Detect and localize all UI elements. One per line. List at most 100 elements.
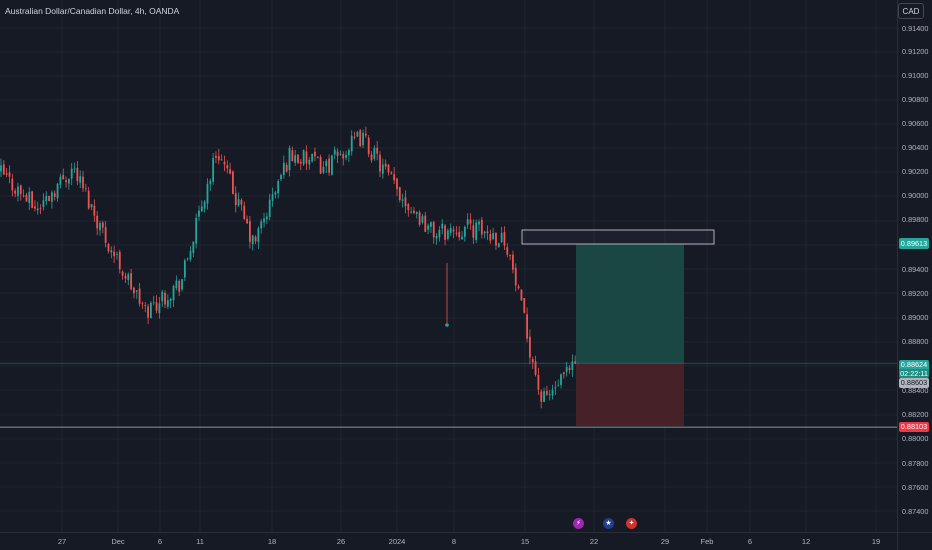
australia-flag-icon[interactable]: ★ [603,518,614,529]
candle-body [48,195,50,202]
candle-body [141,303,144,305]
candle-body [565,366,568,372]
candle-body [483,231,486,234]
candle-body [435,236,438,239]
candle-body [497,243,500,247]
candle-body [268,199,271,218]
candle-body [265,216,268,220]
time-axis-label: 22 [589,537,599,546]
candle-body [446,230,449,239]
candle-body [404,197,407,207]
candle-body [557,385,560,387]
candle-body [526,314,528,339]
candle-body [472,225,475,238]
candle-body [240,200,243,205]
time-axis-label: Feb [700,537,714,546]
candle-body [90,204,93,208]
candle-body [150,302,152,318]
lightning-event-icon[interactable]: ⚡ [573,518,584,529]
candle-body [529,336,531,358]
resistance-box [521,229,715,245]
candle-body [517,286,520,289]
candle-body [574,361,577,364]
candle-body [554,387,557,389]
candle-body [571,361,574,370]
candle-body [164,292,166,305]
candle-body [545,390,548,395]
price-axis-label: 0.90000 [902,191,929,200]
candle-body [489,233,492,241]
candle-body [367,137,370,155]
candle-body [407,204,410,210]
candle-body [461,236,463,240]
candle-body [322,166,325,173]
entry-price-tag: 0.89613 [899,238,929,249]
candle-body [458,232,461,238]
candle-body [14,190,17,194]
candle-body [562,372,565,374]
candle-body [155,302,158,311]
candle-body [418,212,421,225]
stop-zone [576,363,684,427]
candle-body [282,162,285,176]
candle-body [133,287,135,294]
candle-body [514,267,517,286]
candle-body [56,183,59,199]
candle-body [161,291,164,302]
price-axis-label: 0.89400 [902,265,929,274]
candle-body [495,233,497,246]
candle-body [415,211,418,214]
candle-body [548,394,551,396]
candle-countdown: 02:22:11 [899,369,929,378]
time-axis-label: 18 [267,537,277,546]
price-axis-label: 0.89800 [902,215,929,224]
candle-body [421,216,424,223]
currency-button[interactable]: CAD [898,3,924,19]
candle-body [183,260,186,278]
candle-body [373,147,376,159]
price-axis-label: 0.90600 [902,119,929,128]
candle-body [537,374,540,390]
candle-body [359,130,362,147]
candle-body [215,155,217,158]
candle-body [254,236,257,242]
candle-body [5,173,8,175]
candle-body [34,206,36,209]
price-axis-label: 0.88400 [902,386,929,395]
candle-body [42,200,45,208]
canada-flag-icon[interactable]: ✦ [626,518,637,529]
price-axis-label: 0.91200 [902,47,929,56]
candle-body [181,279,183,290]
candle-body [113,251,116,257]
candle-body [455,232,458,234]
candle-body [384,163,387,167]
candle-body [223,161,226,165]
candle-body [217,156,220,161]
candle-body [19,185,22,195]
candle-body [299,161,302,164]
candle-body [325,160,328,167]
candle-body [104,227,107,243]
candle-body [452,229,455,232]
candle-body [478,221,480,225]
candle-body [370,154,373,161]
candle-body [53,193,56,197]
candle-body [475,222,478,240]
candle-body [333,149,336,155]
time-axis-label: 12 [801,537,811,546]
candle-body [198,210,200,217]
time-axis-label: 27 [57,537,67,546]
candle-body [11,178,14,191]
candle-body [206,183,209,204]
price-axis-label: 0.87400 [902,507,929,516]
candle-body [540,391,543,402]
target-zone [576,243,684,364]
candle-body [17,186,19,196]
candle-body [116,253,118,255]
candle-body [257,228,260,242]
candle-body [158,303,161,313]
candle-body [203,201,206,209]
candle-body [347,150,350,156]
candle-body [178,281,181,292]
